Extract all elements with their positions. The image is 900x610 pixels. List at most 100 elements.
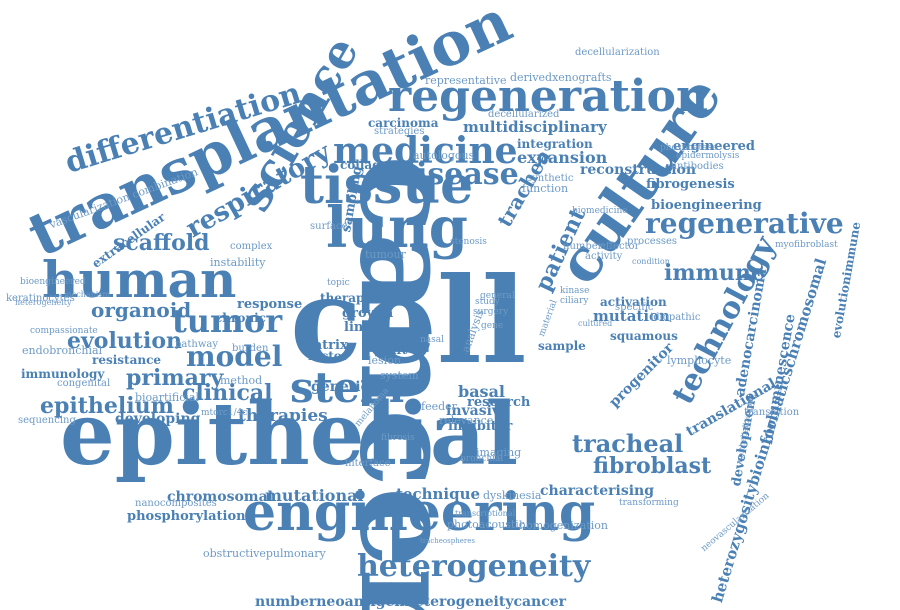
word-invasive-42: invasive xyxy=(446,403,509,419)
word-multidisciplinary-34: multidisciplinary xyxy=(463,118,607,136)
word-relevance-108: relevance xyxy=(439,414,494,427)
word-chromosomal-46: chromosomal xyxy=(167,489,273,505)
word-strategies-62: strategies xyxy=(374,126,425,137)
word-carcinoma-61: carcinoma xyxy=(368,116,439,130)
word-activation-80: activation xyxy=(600,295,667,309)
word-derivedxenografts-75: derivedxenografts xyxy=(510,71,612,84)
word-surgery-137: surgery xyxy=(473,307,509,317)
word-mutation-44: mutation xyxy=(593,307,670,325)
word-topic-138: topic xyxy=(327,278,350,288)
word-heterogeneity-12: heterogeneity xyxy=(357,549,591,584)
word-fibrosis-129: fibrosis xyxy=(381,433,415,443)
word-condition-145: condition xyxy=(632,257,670,266)
word-fibrogenesis-37: fibrogenesis xyxy=(646,177,735,192)
word-epithelium-27: epithelium xyxy=(40,393,174,419)
word-nasal-142: nasal xyxy=(420,335,445,345)
word-photoacoustic-83: photoacoustic xyxy=(447,518,525,531)
word-method-122: method xyxy=(220,374,263,387)
word-lesion-115: lesion xyxy=(368,354,401,367)
word-tracheospheres-147: tracheospheres xyxy=(420,537,475,545)
word-epidermolysis-93: epidermolysis xyxy=(676,151,740,161)
word-biomedicine-98: biomedicine xyxy=(572,206,628,216)
word-lung-5: lung xyxy=(326,195,468,261)
word-growth-63: growth xyxy=(342,306,394,321)
word-line-118: line xyxy=(344,320,372,335)
word-inhibitor-43: inhibitor xyxy=(448,419,513,434)
word-basal-50: basal xyxy=(458,382,506,401)
word-feeder-111: feeder xyxy=(421,400,457,413)
word-transforming-106: transforming xyxy=(619,498,679,508)
word-general-140: general xyxy=(480,291,515,301)
word-function-96: function xyxy=(522,182,569,195)
word-mtorc1-4c-125: mtorc1/4c xyxy=(201,408,248,418)
word-expansion-35: expansion xyxy=(517,148,608,167)
word-bioengineered-91: bioengineered xyxy=(20,277,86,287)
word-stem-10: stem xyxy=(290,363,405,412)
word-system-117: system xyxy=(380,369,419,382)
word-tracheal-21: tracheal xyxy=(572,429,684,458)
word-idiopathic-102: idiopathic xyxy=(650,312,701,323)
word-human-7: human xyxy=(42,250,237,309)
word-antibodies-92: antibodies xyxy=(671,161,724,172)
word-engineering-3: engineering xyxy=(243,482,596,543)
word-engineered-38: engineered xyxy=(673,139,755,154)
word-clinical-23: clinical xyxy=(182,380,273,406)
word-sample-116: sample xyxy=(538,339,586,353)
word-ciliary-133: ciliary xyxy=(560,296,589,306)
word-study-136: study xyxy=(475,297,500,307)
word-cell-0: cell xyxy=(290,251,527,390)
word-synthetic-97: synthetic xyxy=(527,173,574,184)
word-complex-72: complex xyxy=(230,241,273,252)
word-reconstruction-36: reconstruction xyxy=(580,162,697,178)
word-phosphorylation-49: phosphorylation xyxy=(127,509,246,524)
word-research-51: research xyxy=(467,395,531,410)
word-phosphatase-94: phosphatase xyxy=(660,143,718,153)
word-burden-124: burden xyxy=(232,343,269,354)
word-medicine-15: medicine xyxy=(333,130,518,172)
word-lymphocyte-81: lymphocyte xyxy=(667,354,732,367)
word-immunology-68: immunology xyxy=(21,367,105,381)
word-factor-113: factor xyxy=(308,349,349,363)
word-primary-25: primary xyxy=(126,365,224,391)
word-genetic-52: genetic xyxy=(311,379,370,395)
word-matrix-112: matrix xyxy=(300,338,348,353)
word-specific-101: specific xyxy=(615,302,654,313)
word-homogenization-84: homogenization xyxy=(519,519,608,532)
word-keratinocytes-87: keratinocytes xyxy=(6,293,75,304)
word-kinase-131: kinase xyxy=(560,286,590,296)
word-response-65: response xyxy=(237,297,303,312)
word-representative-74: representative xyxy=(425,74,507,87)
word-pathway-123: pathway xyxy=(175,339,218,350)
word-evolution-26: evolution xyxy=(67,328,182,354)
word-number-130: number xyxy=(563,241,603,252)
word-technique-47: technique xyxy=(396,485,481,503)
word-activity-100: activity xyxy=(585,251,623,262)
word-cultured-146: cultured xyxy=(578,319,613,328)
word-congenital-69: congenital xyxy=(57,378,111,389)
word-bioengineering-39: bioengineering xyxy=(651,198,762,213)
word-therapy-64: therapy xyxy=(320,291,372,305)
word-instability-71: instability xyxy=(210,256,266,269)
word-bioartificial-126: bioartificial xyxy=(135,391,200,404)
word-myofibroblast-95: myofibroblast xyxy=(775,240,838,250)
word-disease-20: disease xyxy=(395,157,519,192)
word-numberneoantigenheterogeneitycancer-32: numberneoantigenheterogeneitycancer xyxy=(255,594,567,610)
word-sequencing-121: sequencing xyxy=(18,415,76,426)
word-decellularized-77: decellularized xyxy=(488,109,560,120)
word-compassionate-89: compassionate xyxy=(30,326,98,336)
word-obstructivepulmonary-85: obstructivepulmonary xyxy=(203,547,326,560)
word-progenitor-56: progenitor xyxy=(606,339,677,411)
word-heterogeneity-90: heterogeneity xyxy=(15,298,72,307)
word-translation-103: translation xyxy=(744,407,800,418)
word-regenerative-16: regenerative xyxy=(645,207,844,240)
word-fibroblast-22: fibroblast xyxy=(593,453,712,479)
word-autologous-60: autologous xyxy=(413,149,475,162)
word-integration-58: integration xyxy=(517,137,593,151)
word-chronic-66: chronic xyxy=(215,311,266,325)
word-tumour-120: tumour xyxy=(365,248,406,261)
word-effector-99: effector xyxy=(600,241,640,252)
word-tissue-6: tissue xyxy=(300,155,474,216)
word-gene-139: gene xyxy=(481,321,504,331)
word-resistance-67: resistance xyxy=(92,353,162,367)
